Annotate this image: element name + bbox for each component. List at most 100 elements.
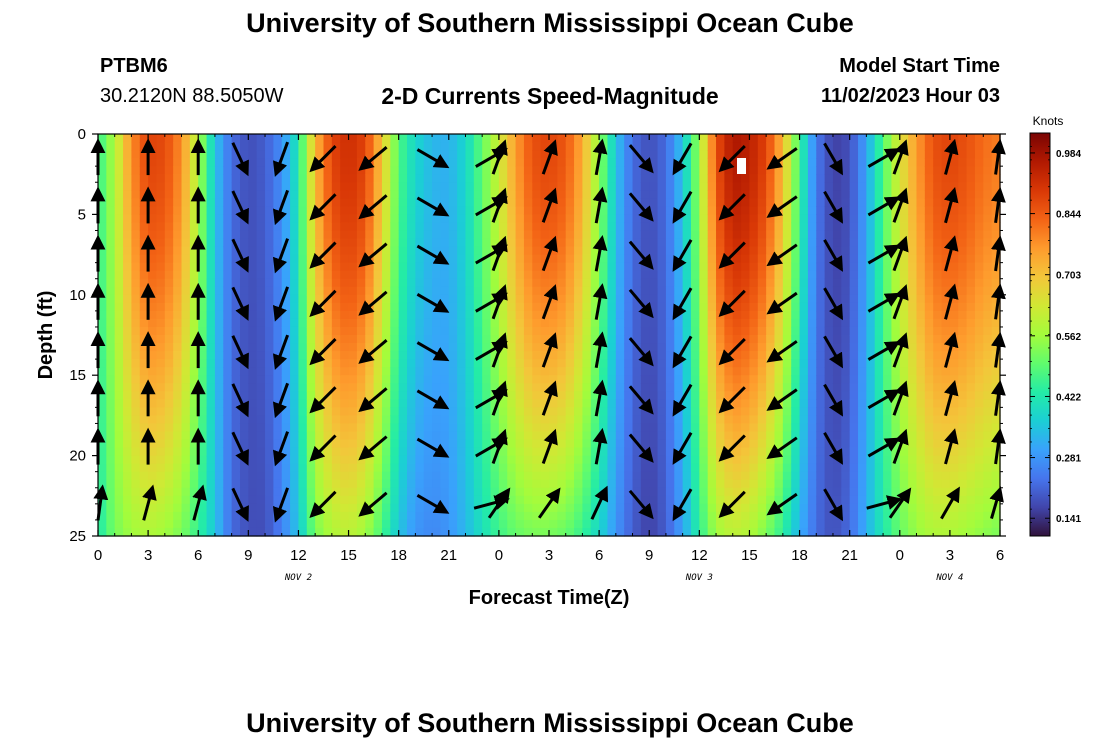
- heatmap-cell: [465, 254, 475, 264]
- heatmap-cell: [716, 182, 725, 191]
- heatmap-cell: [465, 495, 475, 505]
- heatmap-cell: [649, 463, 659, 473]
- heatmap-cell: [381, 463, 391, 473]
- heatmap-cell: [214, 134, 224, 143]
- heatmap-cell: [665, 326, 675, 336]
- heatmap-cell: [891, 206, 901, 215]
- heatmap-cell: [699, 206, 709, 215]
- heatmap-cell: [323, 238, 333, 248]
- heatmap-cell: [866, 351, 876, 360]
- heatmap-cell: [331, 294, 341, 304]
- heatmap-cell: [290, 198, 300, 207]
- heatmap-cell: [615, 495, 625, 505]
- heatmap-cell: [757, 423, 767, 433]
- heatmap-cell: [331, 383, 341, 392]
- heatmap-cell: [356, 423, 366, 433]
- heatmap-cell: [766, 318, 776, 328]
- heatmap-cell: [457, 391, 467, 400]
- heatmap-cell: [498, 270, 508, 280]
- heatmap-cell: [123, 142, 133, 151]
- heatmap-cell: [181, 479, 191, 489]
- heatmap-cell: [624, 359, 634, 368]
- heatmap-cell: [206, 455, 216, 465]
- heatmap-cell: [649, 343, 659, 352]
- heatmap-cell: [248, 335, 258, 344]
- heatmap-cell: [766, 415, 776, 425]
- heatmap-cell: [423, 286, 433, 296]
- heatmap-cell: [766, 294, 776, 304]
- heatmap-cell: [665, 415, 675, 425]
- heatmap-cell: [657, 519, 667, 529]
- heatmap-cell: [899, 302, 909, 312]
- heatmap-cell: [724, 198, 734, 207]
- heatmap-cell: [365, 190, 375, 199]
- heatmap-cell: [557, 351, 567, 360]
- heatmap-cell: [423, 463, 433, 473]
- heatmap-cell: [223, 310, 233, 320]
- heatmap-cell: [173, 383, 183, 392]
- heatmap-cell: [181, 367, 191, 376]
- heatmap-cell: [214, 326, 224, 336]
- heatmap-cell: [649, 246, 659, 256]
- heatmap-cell: [123, 407, 133, 416]
- heatmap-cell: [239, 471, 249, 481]
- heatmap-cell: [883, 254, 893, 264]
- heatmap-cell: [390, 519, 400, 529]
- heatmap-cell: [766, 278, 776, 288]
- heatmap-cell: [858, 391, 867, 400]
- heatmap-cell: [632, 326, 642, 336]
- heatmap-cell: [156, 134, 166, 143]
- heatmap-cell: [523, 463, 533, 473]
- heatmap-cell: [674, 238, 684, 248]
- heatmap-cell: [131, 415, 141, 425]
- heatmap-cell: [123, 519, 133, 529]
- heatmap-cell: [924, 206, 934, 215]
- heatmap-cell: [624, 503, 634, 513]
- heatmap-cell: [741, 399, 751, 408]
- heatmap-cell: [690, 270, 700, 280]
- heatmap-cell: [899, 447, 909, 457]
- heatmap-cell: [507, 495, 517, 505]
- heatmap-cell: [348, 214, 358, 224]
- heatmap-cell: [173, 222, 183, 232]
- heatmap-cell: [807, 286, 817, 296]
- heatmap-cell: [482, 222, 492, 232]
- heatmap-cell: [214, 351, 224, 360]
- heatmap-cell: [757, 487, 767, 497]
- heatmap-cell: [173, 471, 183, 481]
- heatmap-cell: [657, 383, 667, 392]
- heatmap-cell: [615, 423, 625, 433]
- heatmap-cell: [298, 503, 308, 513]
- heatmap-cell: [448, 351, 458, 360]
- heatmap-cell: [298, 455, 308, 465]
- heatmap-cell: [607, 166, 617, 175]
- heatmap-cell: [432, 310, 442, 320]
- heatmap-cell: [206, 214, 216, 224]
- heatmap-cell: [782, 286, 792, 296]
- heatmap-cell: [699, 238, 709, 248]
- heatmap-cell: [398, 351, 408, 360]
- heatmap-cell: [340, 367, 350, 376]
- heatmap-cell: [139, 447, 149, 457]
- heatmap-cell: [724, 415, 734, 425]
- heatmap-cell: [707, 214, 717, 224]
- heatmap-cell: [866, 359, 876, 368]
- heatmap-cell: [448, 335, 458, 344]
- heatmap-cell: [849, 359, 859, 368]
- heatmap-cell: [807, 503, 817, 513]
- heatmap-cell: [916, 182, 926, 191]
- heatmap-cell: [908, 343, 918, 352]
- heatmap-cell: [298, 447, 308, 457]
- heatmap-cell: [415, 479, 425, 489]
- heatmap-cell: [131, 367, 141, 376]
- heatmap-cell: [206, 495, 216, 505]
- heatmap-cell: [908, 375, 918, 384]
- heatmap-cell: [874, 190, 884, 199]
- heatmap-cell: [290, 503, 300, 513]
- heatmap-cell: [448, 246, 458, 256]
- heatmap-cell: [582, 511, 592, 521]
- heatmap-cell: [749, 391, 759, 400]
- heatmap-cell: [549, 527, 558, 537]
- heatmap-cell: [782, 270, 792, 280]
- heatmap-cell: [323, 158, 333, 167]
